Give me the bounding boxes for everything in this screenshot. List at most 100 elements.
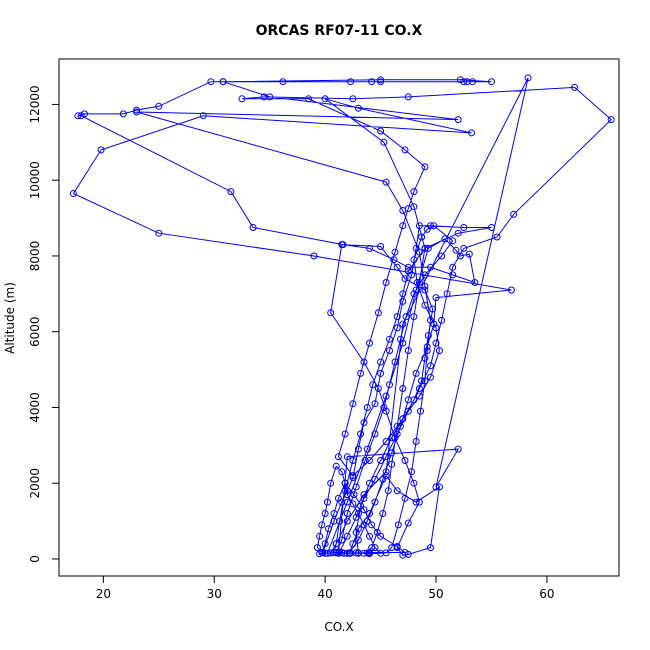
data-point — [449, 271, 457, 279]
data-point — [443, 290, 451, 298]
data-point — [382, 392, 390, 400]
x-tick-label: 20 — [96, 587, 111, 601]
data-point — [424, 332, 432, 339]
data-point — [404, 407, 412, 415]
y-tick-label: 0 — [28, 555, 42, 563]
data-point — [377, 358, 385, 366]
data-point — [357, 430, 365, 438]
x-tick-label: 30 — [207, 587, 222, 601]
data-point — [350, 491, 358, 499]
data-point — [415, 279, 423, 286]
data-point — [471, 279, 479, 286]
data-point — [332, 540, 340, 548]
data-point — [397, 335, 404, 343]
data-point — [354, 104, 362, 112]
data-point — [330, 510, 338, 517]
data-point — [366, 457, 373, 464]
data-point — [363, 517, 371, 525]
data-point — [399, 320, 407, 328]
y-axis: 0 2000 4000 6000 8000 10000 12000 — [28, 85, 59, 563]
data-point — [97, 146, 105, 154]
data-point — [418, 377, 426, 385]
data-point — [410, 290, 418, 298]
data-point — [323, 498, 331, 506]
data-point — [343, 491, 351, 499]
data-point — [412, 286, 420, 294]
data-point — [410, 188, 418, 196]
data-point — [318, 521, 326, 529]
data-point — [313, 544, 321, 552]
y-tick-label: 12000 — [28, 85, 42, 123]
data-point — [374, 385, 382, 392]
data-point — [338, 536, 346, 544]
data-point — [423, 225, 431, 233]
data-point — [507, 286, 515, 294]
data-point — [427, 263, 434, 271]
data-point — [452, 246, 460, 254]
data-point — [363, 445, 371, 453]
data-point — [360, 419, 368, 427]
x-axis-label: CO.X — [324, 620, 353, 634]
series-layer — [69, 74, 615, 559]
data-point — [427, 373, 434, 381]
data-point — [343, 487, 351, 495]
data-point — [402, 313, 410, 321]
data-point — [327, 549, 335, 557]
data-point — [343, 498, 351, 506]
data-point — [382, 178, 390, 186]
data-point — [321, 510, 329, 517]
data-point — [366, 510, 373, 517]
data-point — [393, 263, 401, 271]
data-point — [74, 112, 82, 120]
data-point — [401, 549, 409, 556]
data-point — [393, 430, 401, 438]
data-point — [421, 271, 429, 279]
data-point — [432, 483, 440, 491]
data-point — [349, 474, 357, 481]
data-point — [399, 297, 407, 305]
data-point — [133, 108, 141, 116]
data-point — [371, 475, 379, 483]
data-point — [404, 93, 412, 101]
data-point — [404, 519, 412, 527]
data-point — [347, 78, 355, 86]
data-point — [427, 544, 434, 552]
data-point — [404, 267, 412, 275]
data-point — [401, 494, 409, 502]
data-point — [81, 110, 88, 118]
data-point — [377, 127, 385, 135]
data-point — [384, 487, 392, 495]
data-point — [388, 460, 396, 468]
data-point — [438, 316, 446, 324]
data-point — [456, 252, 464, 260]
data-point — [391, 358, 399, 366]
chart-title: ORCAS RF07-11 CO.X — [256, 23, 423, 39]
data-point — [415, 248, 423, 256]
data-point — [386, 335, 393, 343]
data-point — [393, 487, 401, 495]
data-point — [427, 316, 434, 324]
data-point — [382, 279, 390, 286]
data-point — [382, 468, 390, 476]
data-point — [352, 528, 360, 536]
data-point — [327, 479, 335, 487]
data-point — [155, 102, 163, 110]
data-point — [524, 74, 532, 82]
data-point — [401, 146, 409, 154]
data-point — [388, 449, 396, 457]
data-point — [399, 385, 407, 392]
data-point — [429, 305, 437, 313]
data-point — [357, 369, 365, 377]
data-point — [388, 434, 396, 442]
data-point — [368, 78, 376, 86]
series-line — [72, 77, 612, 556]
data-point — [361, 457, 369, 464]
data-point — [377, 369, 385, 377]
data-point — [397, 422, 404, 430]
data-point — [408, 468, 416, 476]
data-point — [382, 453, 390, 461]
data-point — [332, 462, 340, 470]
data-point — [424, 244, 432, 252]
data-point — [377, 243, 385, 250]
data-point — [338, 468, 346, 476]
